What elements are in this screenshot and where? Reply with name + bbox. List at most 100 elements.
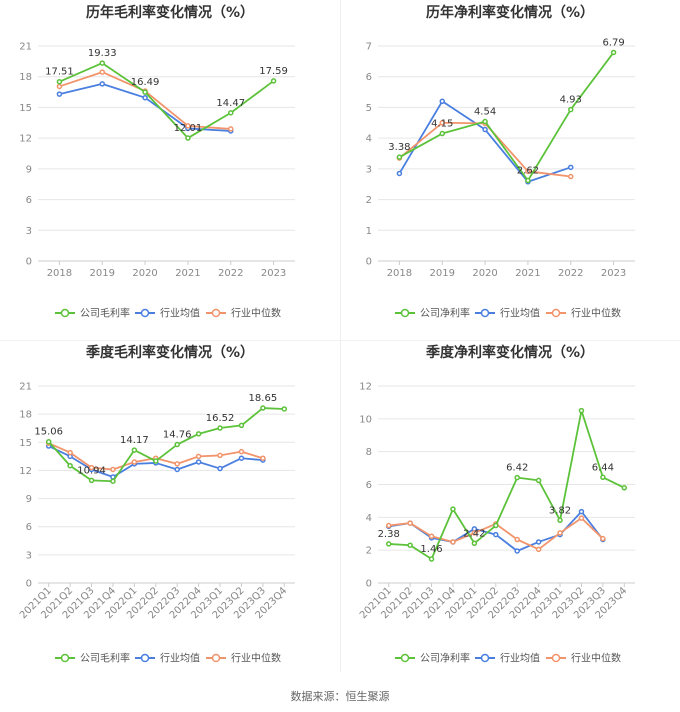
data-point: [535, 477, 542, 484]
data-point: [450, 539, 456, 545]
legend-label[interactable]: 行业均值: [160, 652, 200, 665]
data-point: [525, 177, 531, 184]
x-tick-label: 2018: [387, 268, 412, 279]
data-label: 14.76: [163, 430, 192, 441]
legend-label[interactable]: 行业均值: [500, 652, 540, 665]
data-point: [131, 459, 138, 465]
y-tick-label: 6: [26, 522, 32, 533]
legend-label[interactable]: 行业中位数: [571, 652, 621, 665]
data-point: [396, 170, 403, 177]
data-point: [56, 78, 63, 85]
y-tick-label: 9: [26, 494, 32, 505]
y-tick-label: 0: [26, 257, 32, 268]
y-tick-label: 0: [26, 579, 32, 590]
y-tick-label: 9: [26, 164, 32, 175]
data-point: [407, 520, 413, 526]
legend-marker: [551, 308, 561, 318]
chart-svg: 历年净利率变化情况（%） 0 1 2 3 4 5 6 7 2018 2019 2020 2021 2022…: [366, 4, 635, 320]
data-label: 3.82: [549, 505, 571, 516]
chart-annual-net-margin: 历年净利率变化情况（%） 0 1 2 3 4 5 6 7 2018 2019 2020 2021 2022…: [340, 0, 680, 340]
vertical-divider: [340, 0, 341, 672]
data-point: [260, 455, 266, 461]
data-point: [482, 118, 488, 125]
legend-marker: [400, 308, 410, 318]
data-point: [578, 515, 585, 521]
y-tick-label: 0: [366, 579, 372, 590]
data-point: [270, 78, 277, 84]
data-point: [514, 474, 520, 481]
data-point: [557, 517, 563, 524]
y-tick-label: 2: [366, 195, 372, 206]
data-point: [217, 452, 223, 459]
data-label: 2.42: [463, 528, 485, 539]
legend-marker: [400, 653, 410, 663]
y-tick-label: 21: [19, 382, 32, 393]
data-point: [238, 448, 245, 455]
chart-svg: 季度毛利率变化情况（%）0369121518212021Q12021Q22021…: [18, 344, 295, 665]
y-tick-label: 18: [19, 72, 32, 83]
data-label: 4.15: [431, 119, 453, 130]
chart-title: 历年净利率变化情况（%）: [426, 4, 594, 21]
data-point: [385, 522, 392, 529]
data-point: [142, 89, 148, 95]
legend-marker: [551, 653, 561, 663]
data-label: 2.38: [378, 529, 400, 540]
data-point: [260, 405, 266, 411]
legend-label[interactable]: 行业中位数: [231, 652, 281, 665]
x-tick-label: 2021: [515, 268, 540, 279]
data-point: [88, 477, 95, 484]
y-tick-label: 6: [26, 195, 32, 206]
data-point: [514, 548, 520, 554]
legend-label[interactable]: 行业中位数: [571, 307, 621, 320]
x-tick-label: 2023: [261, 268, 286, 279]
data-point: [557, 530, 563, 536]
y-tick-label: 10: [359, 414, 372, 425]
data-point: [174, 441, 180, 448]
x-tick-label: 2019: [430, 268, 455, 279]
x-tick-label: 2022: [218, 268, 243, 279]
y-tick-label: 21: [19, 42, 32, 53]
data-point: [153, 458, 159, 464]
data-point: [514, 536, 520, 543]
legend-label[interactable]: 行业中位数: [231, 307, 281, 320]
legend-label[interactable]: 行业均值: [500, 307, 540, 320]
data-point: [67, 462, 73, 469]
data-point: [67, 449, 73, 456]
data-point: [238, 455, 245, 461]
legend-marker: [211, 308, 221, 318]
legend-marker: [140, 653, 150, 663]
y-tick-label: 15: [19, 103, 32, 114]
chart-title: 季度毛利率变化情况（%）: [85, 344, 254, 361]
data-label: 15.06: [34, 427, 63, 438]
data-point: [396, 154, 403, 160]
data-point: [217, 465, 223, 472]
company-line: [388, 409, 625, 560]
y-tick-label: 5: [366, 103, 372, 114]
legend-label[interactable]: 公司毛利率: [80, 652, 130, 665]
legend-label[interactable]: 行业均值: [160, 307, 200, 320]
data-point: [439, 98, 445, 105]
data-point: [185, 123, 191, 129]
data-point: [535, 546, 542, 553]
company-line: [48, 407, 285, 483]
legend-label[interactable]: 公司净利率: [420, 652, 470, 665]
data-label: 4.93: [560, 95, 582, 106]
data-source: 数据来源：恒生聚源: [290, 690, 390, 703]
y-tick-label: 12: [19, 134, 32, 145]
data-point: [621, 485, 628, 491]
legend-label[interactable]: 公司净利率: [420, 307, 470, 320]
data-point: [568, 164, 574, 171]
data-point: [471, 540, 478, 547]
y-tick-label: 0: [366, 257, 372, 268]
legend-label[interactable]: 公司毛利率: [80, 307, 130, 320]
data-point: [110, 466, 116, 473]
data-point: [428, 533, 435, 539]
data-point: [142, 94, 148, 101]
data-point: [99, 69, 105, 75]
data-point: [131, 447, 138, 453]
y-tick-label: 15: [19, 438, 32, 449]
x-tick-label: 2019: [90, 268, 115, 279]
data-point: [568, 106, 574, 113]
data-point: [281, 406, 288, 412]
data-point: [195, 459, 202, 465]
